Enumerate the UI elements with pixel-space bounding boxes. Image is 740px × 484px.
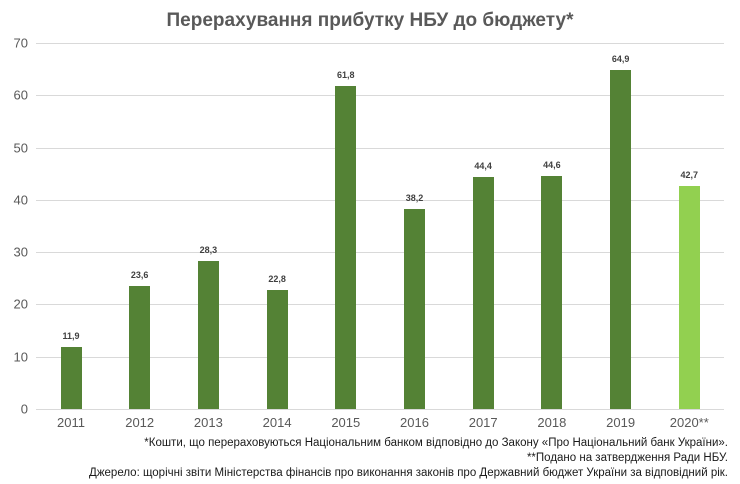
gridline <box>36 252 724 253</box>
bar-value-label: 28,3 <box>199 245 218 256</box>
x-tick-label: 2018 <box>537 415 567 430</box>
footnote-1: *Кошти, що перераховуються Національним … <box>144 437 728 449</box>
x-tick-label: 2014 <box>262 415 292 430</box>
x-tick-label: 2012 <box>125 415 155 430</box>
footnote-2: **Подано на затвердження Ради НБУ. <box>526 452 728 464</box>
bar-value-label: 38,2 <box>405 193 424 204</box>
y-tick-label: 40 <box>13 192 28 208</box>
bar-value-label: 44,6 <box>543 159 561 170</box>
bar-value-label: 64,9 <box>611 53 630 64</box>
bar-value-label: 23,6 <box>130 269 149 280</box>
y-tick-label: 60 <box>13 87 28 103</box>
source-note: Джерело: щорічні звіти Міністерства фіна… <box>89 467 728 479</box>
bar-2020 <box>678 185 700 409</box>
gridline <box>36 200 724 201</box>
y-tick-label: 10 <box>13 349 28 365</box>
footnotes: *Кошти, що перераховуються Національним … <box>89 436 728 481</box>
y-tick-label: 50 <box>13 140 28 156</box>
y-tick-label: 30 <box>13 244 28 260</box>
bar-value-label: 22,8 <box>268 273 286 284</box>
bar-2014 <box>266 289 288 409</box>
gridline <box>36 148 724 149</box>
x-tick-label: 2011 <box>57 415 85 430</box>
x-tick-label: 2017 <box>468 415 498 430</box>
bar-value-label: 11,9 <box>62 330 80 341</box>
bar-2018 <box>541 175 563 409</box>
bar-2019 <box>610 69 632 409</box>
bar-2013 <box>197 261 219 409</box>
gridline <box>36 95 724 96</box>
x-tick-label: 2016 <box>400 415 429 430</box>
bar-value-label: 42,7 <box>680 169 699 180</box>
gridline <box>36 409 724 410</box>
x-tick-label: 2013 <box>193 415 223 430</box>
bar-2012 <box>129 285 151 409</box>
gridline <box>36 43 724 44</box>
chart-title: Перерахування прибутку НБУ до бюджету* <box>166 10 574 31</box>
bar-value-label: 44,4 <box>474 160 492 171</box>
bar-value-label: 61,8 <box>337 69 355 80</box>
bar-2015 <box>335 85 357 409</box>
x-tick-label: 2015 <box>331 415 361 430</box>
bar-2011 <box>60 346 82 409</box>
y-tick-label: 0 <box>20 401 28 417</box>
x-tick-label: 2019 <box>606 415 636 430</box>
y-tick-label: 70 <box>13 35 28 51</box>
gridline <box>36 304 724 305</box>
y-tick-label: 20 <box>13 296 28 312</box>
bar-2017 <box>472 176 494 409</box>
gridline <box>36 357 724 358</box>
bar-2016 <box>404 209 425 409</box>
x-tick-label: 2020** <box>669 415 709 430</box>
